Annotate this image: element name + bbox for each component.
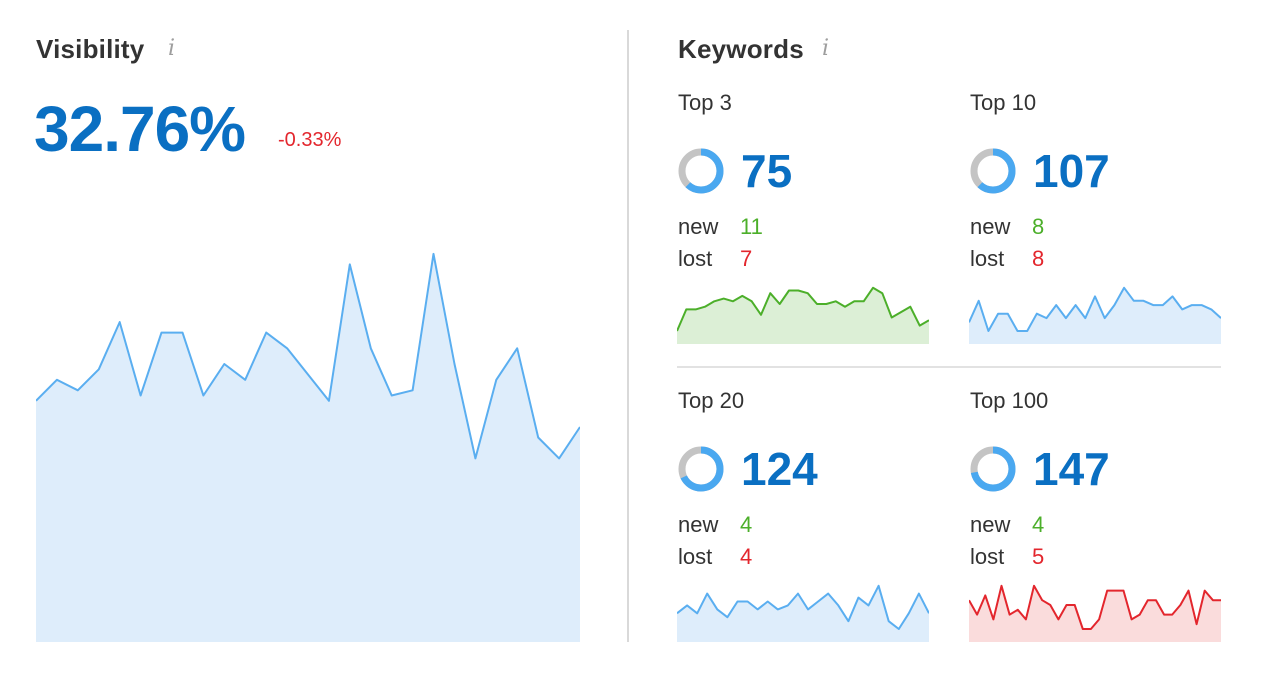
visibility-delta: -0.33% [278,129,342,151]
sparkline-area [677,585,929,642]
donut-arc [678,148,724,194]
kw-card-label-top10[interactable]: Top 10 [970,90,1037,115]
kw-card-value-top10[interactable]: 107 [1033,145,1110,197]
sparkline-area [969,585,1221,642]
lost-label: lost [970,246,1005,271]
kw-card-label-top100[interactable]: Top 100 [970,388,1049,413]
sparkline-top100 [969,584,1221,642]
new-label: new [970,512,1011,537]
visibility-series-line [36,252,580,460]
visibility-area-chart [36,252,580,642]
new-label: new [678,214,719,239]
keywords-title: Keywords [678,34,804,64]
donut-chart-icon [970,446,1016,492]
visibility-info-icon[interactable]: i [168,36,176,61]
new-count[interactable]: 8 [1032,214,1045,239]
kw-card-value-top100[interactable]: 147 [1033,443,1110,495]
lost-count[interactable]: 7 [740,246,753,271]
lost-count[interactable]: 8 [1032,246,1045,271]
donut-arc [678,446,724,492]
kw-card-label-top20[interactable]: Top 20 [678,388,745,413]
keywords-info-icon[interactable]: i [822,36,830,61]
kw-card-label-top3[interactable]: Top 3 [678,90,732,115]
kw-card-value-top3[interactable]: 75 [741,145,793,197]
new-count[interactable]: 11 [740,214,763,239]
sparkline-line [677,286,929,332]
sparkline-line [969,584,1221,630]
visibility-title: Visibility [36,34,145,64]
cards-divider [677,366,1221,368]
sparkline-top10 [969,286,1221,344]
panel-divider [627,30,629,642]
donut-chart-icon [970,148,1016,194]
donut-arc [970,148,1016,194]
donut-chart-icon [678,148,724,194]
new-count[interactable]: 4 [740,512,753,537]
lost-label: lost [970,544,1005,569]
sparkline-line [677,584,929,630]
lost-count[interactable]: 5 [1032,544,1045,569]
sparkline-line [969,286,1221,332]
new-label: new [970,214,1011,239]
sparkline-area [677,287,929,344]
visibility-value: 32.76% [34,93,246,165]
lost-label: lost [678,544,713,569]
lost-label: lost [678,246,713,271]
donut-chart-icon [678,446,724,492]
kw-card-value-top20[interactable]: 124 [741,443,818,495]
sparkline-top20 [677,584,929,642]
visibility-series-area [36,253,580,642]
sparkline-top3 [677,286,929,344]
new-count[interactable]: 4 [1032,512,1045,537]
new-label: new [678,512,719,537]
lost-count[interactable]: 4 [740,544,753,569]
sparkline-area [969,287,1221,344]
donut-arc [970,446,1016,492]
